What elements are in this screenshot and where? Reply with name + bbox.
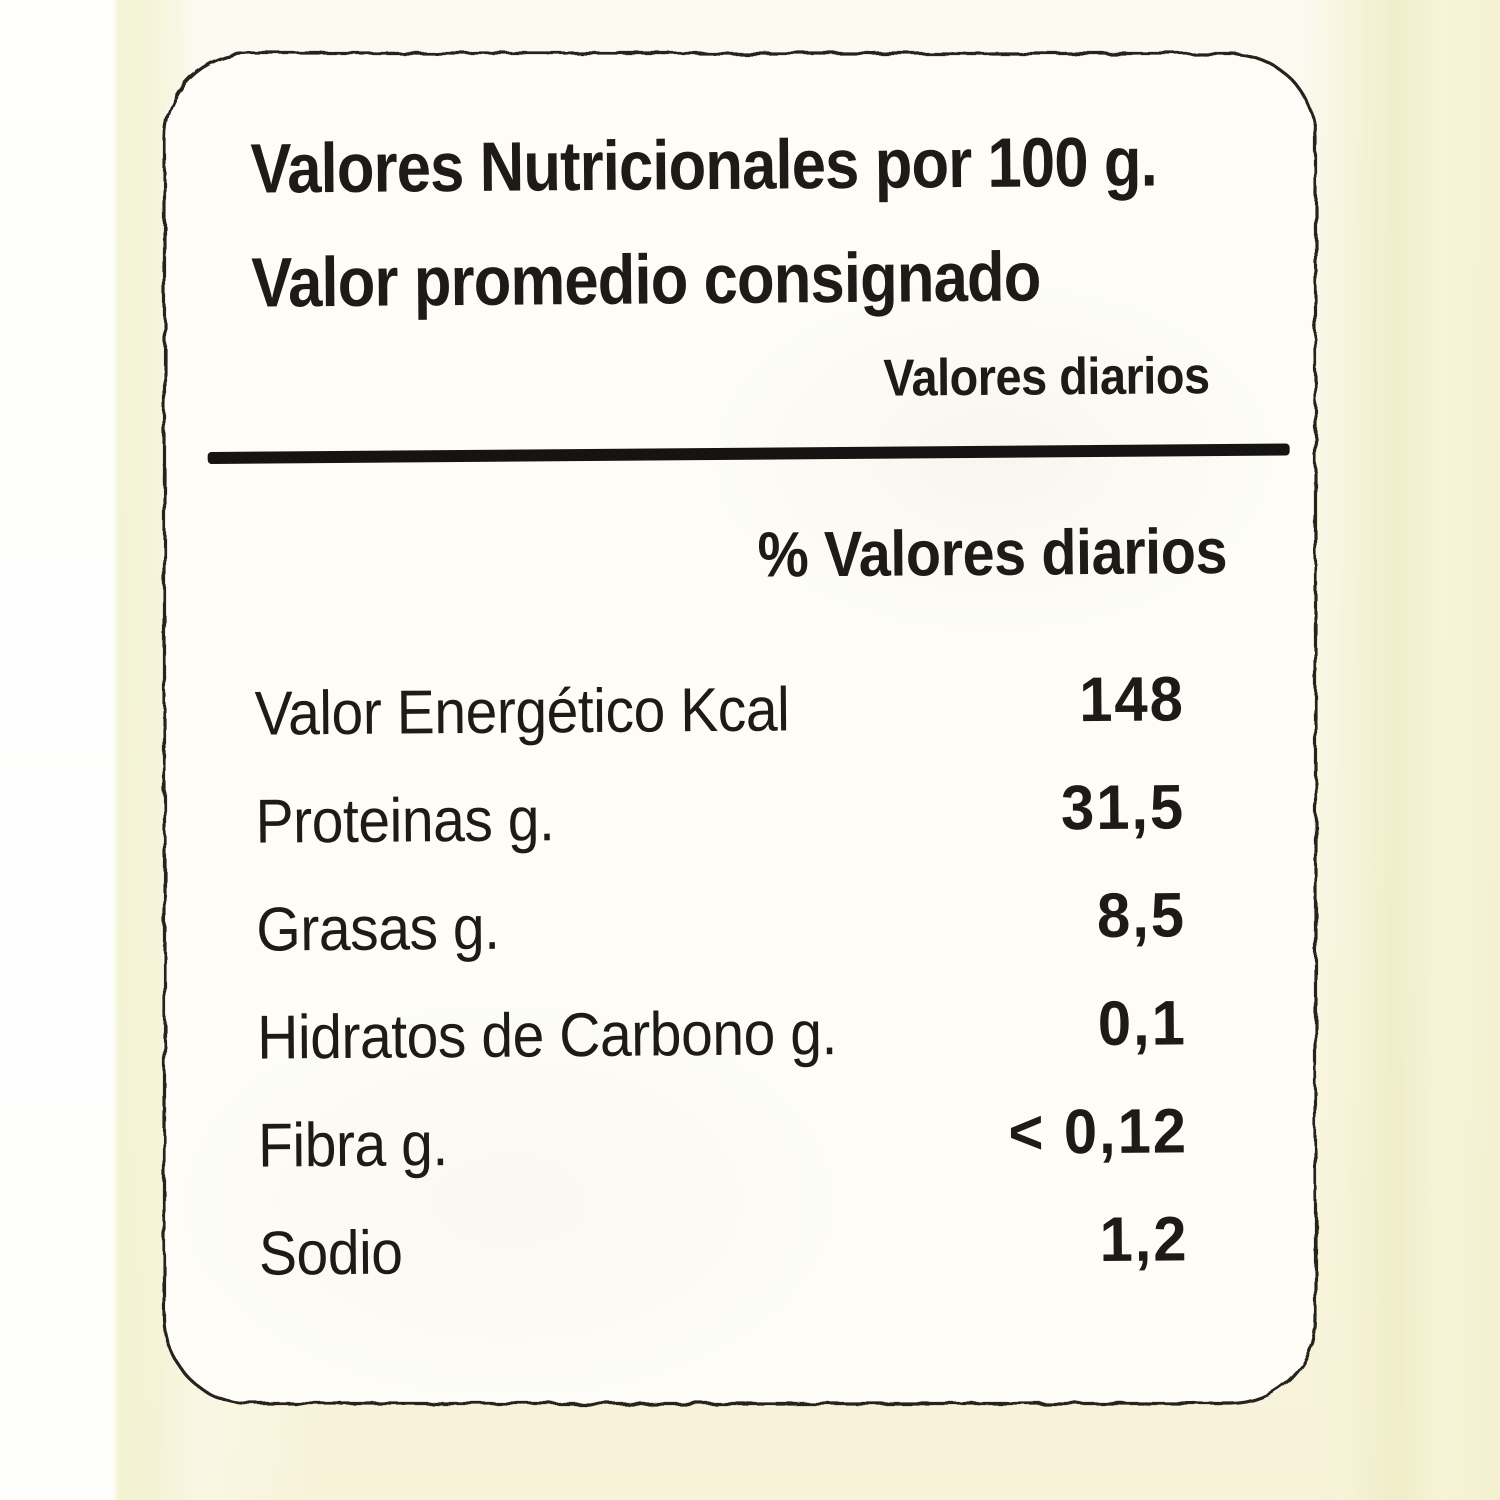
daily-values-caption: Valores diarios [882,347,1210,408]
nutrient-name: Sodio [258,1218,403,1289]
table-row-carbs: Hidratos de Carbono g. 0,1 [256,988,1188,1113]
nutrient-table: Valor Energético Kcal 148 Proteinas g. 3… [254,664,1190,1329]
title-line-2: Valor promedio consignado [251,237,1041,322]
nutrient-name: Grasas g. [256,893,500,965]
title-line-1: Valores Nutricionales por 100 g. [250,122,1158,208]
nutrient-value: 31,5 [1061,772,1186,844]
table-row-fiber: Fibra g. < 0,12 [257,1096,1189,1221]
nutrient-value: < 0,12 [1008,1096,1189,1168]
table-row-fat: Grasas g. 8,5 [256,880,1187,1005]
label-title: Valores Nutricionales por 100 g. Valor p… [250,105,1158,340]
label-content: Valores Nutricionales por 100 g. Valor p… [158,45,1322,1406]
nutrient-name: Fibra g. [257,1110,449,1181]
nutrient-name: Valor Energético Kcal [254,675,790,749]
nutrition-label-content-layer: Valores Nutricionales por 100 g. Valor p… [163,52,1316,1404]
table-row-sodium: Sodio 1,2 [258,1204,1190,1329]
nutrient-name: Proteinas g. [255,785,555,857]
nutrient-name: Hidratos de Carbono g. [256,999,838,1073]
nutrient-value: 8,5 [1097,880,1187,952]
divider-rule [207,443,1290,464]
table-row-energy: Valor Energético Kcal 148 [254,664,1185,789]
table-row-protein: Proteinas g. 31,5 [255,772,1186,897]
nutrient-value: 0,1 [1097,988,1188,1060]
nutrient-value: 148 [1078,664,1185,736]
percent-daily-values-header: % Valores diarios [757,514,1228,591]
nutrient-value: 1,2 [1099,1204,1190,1276]
